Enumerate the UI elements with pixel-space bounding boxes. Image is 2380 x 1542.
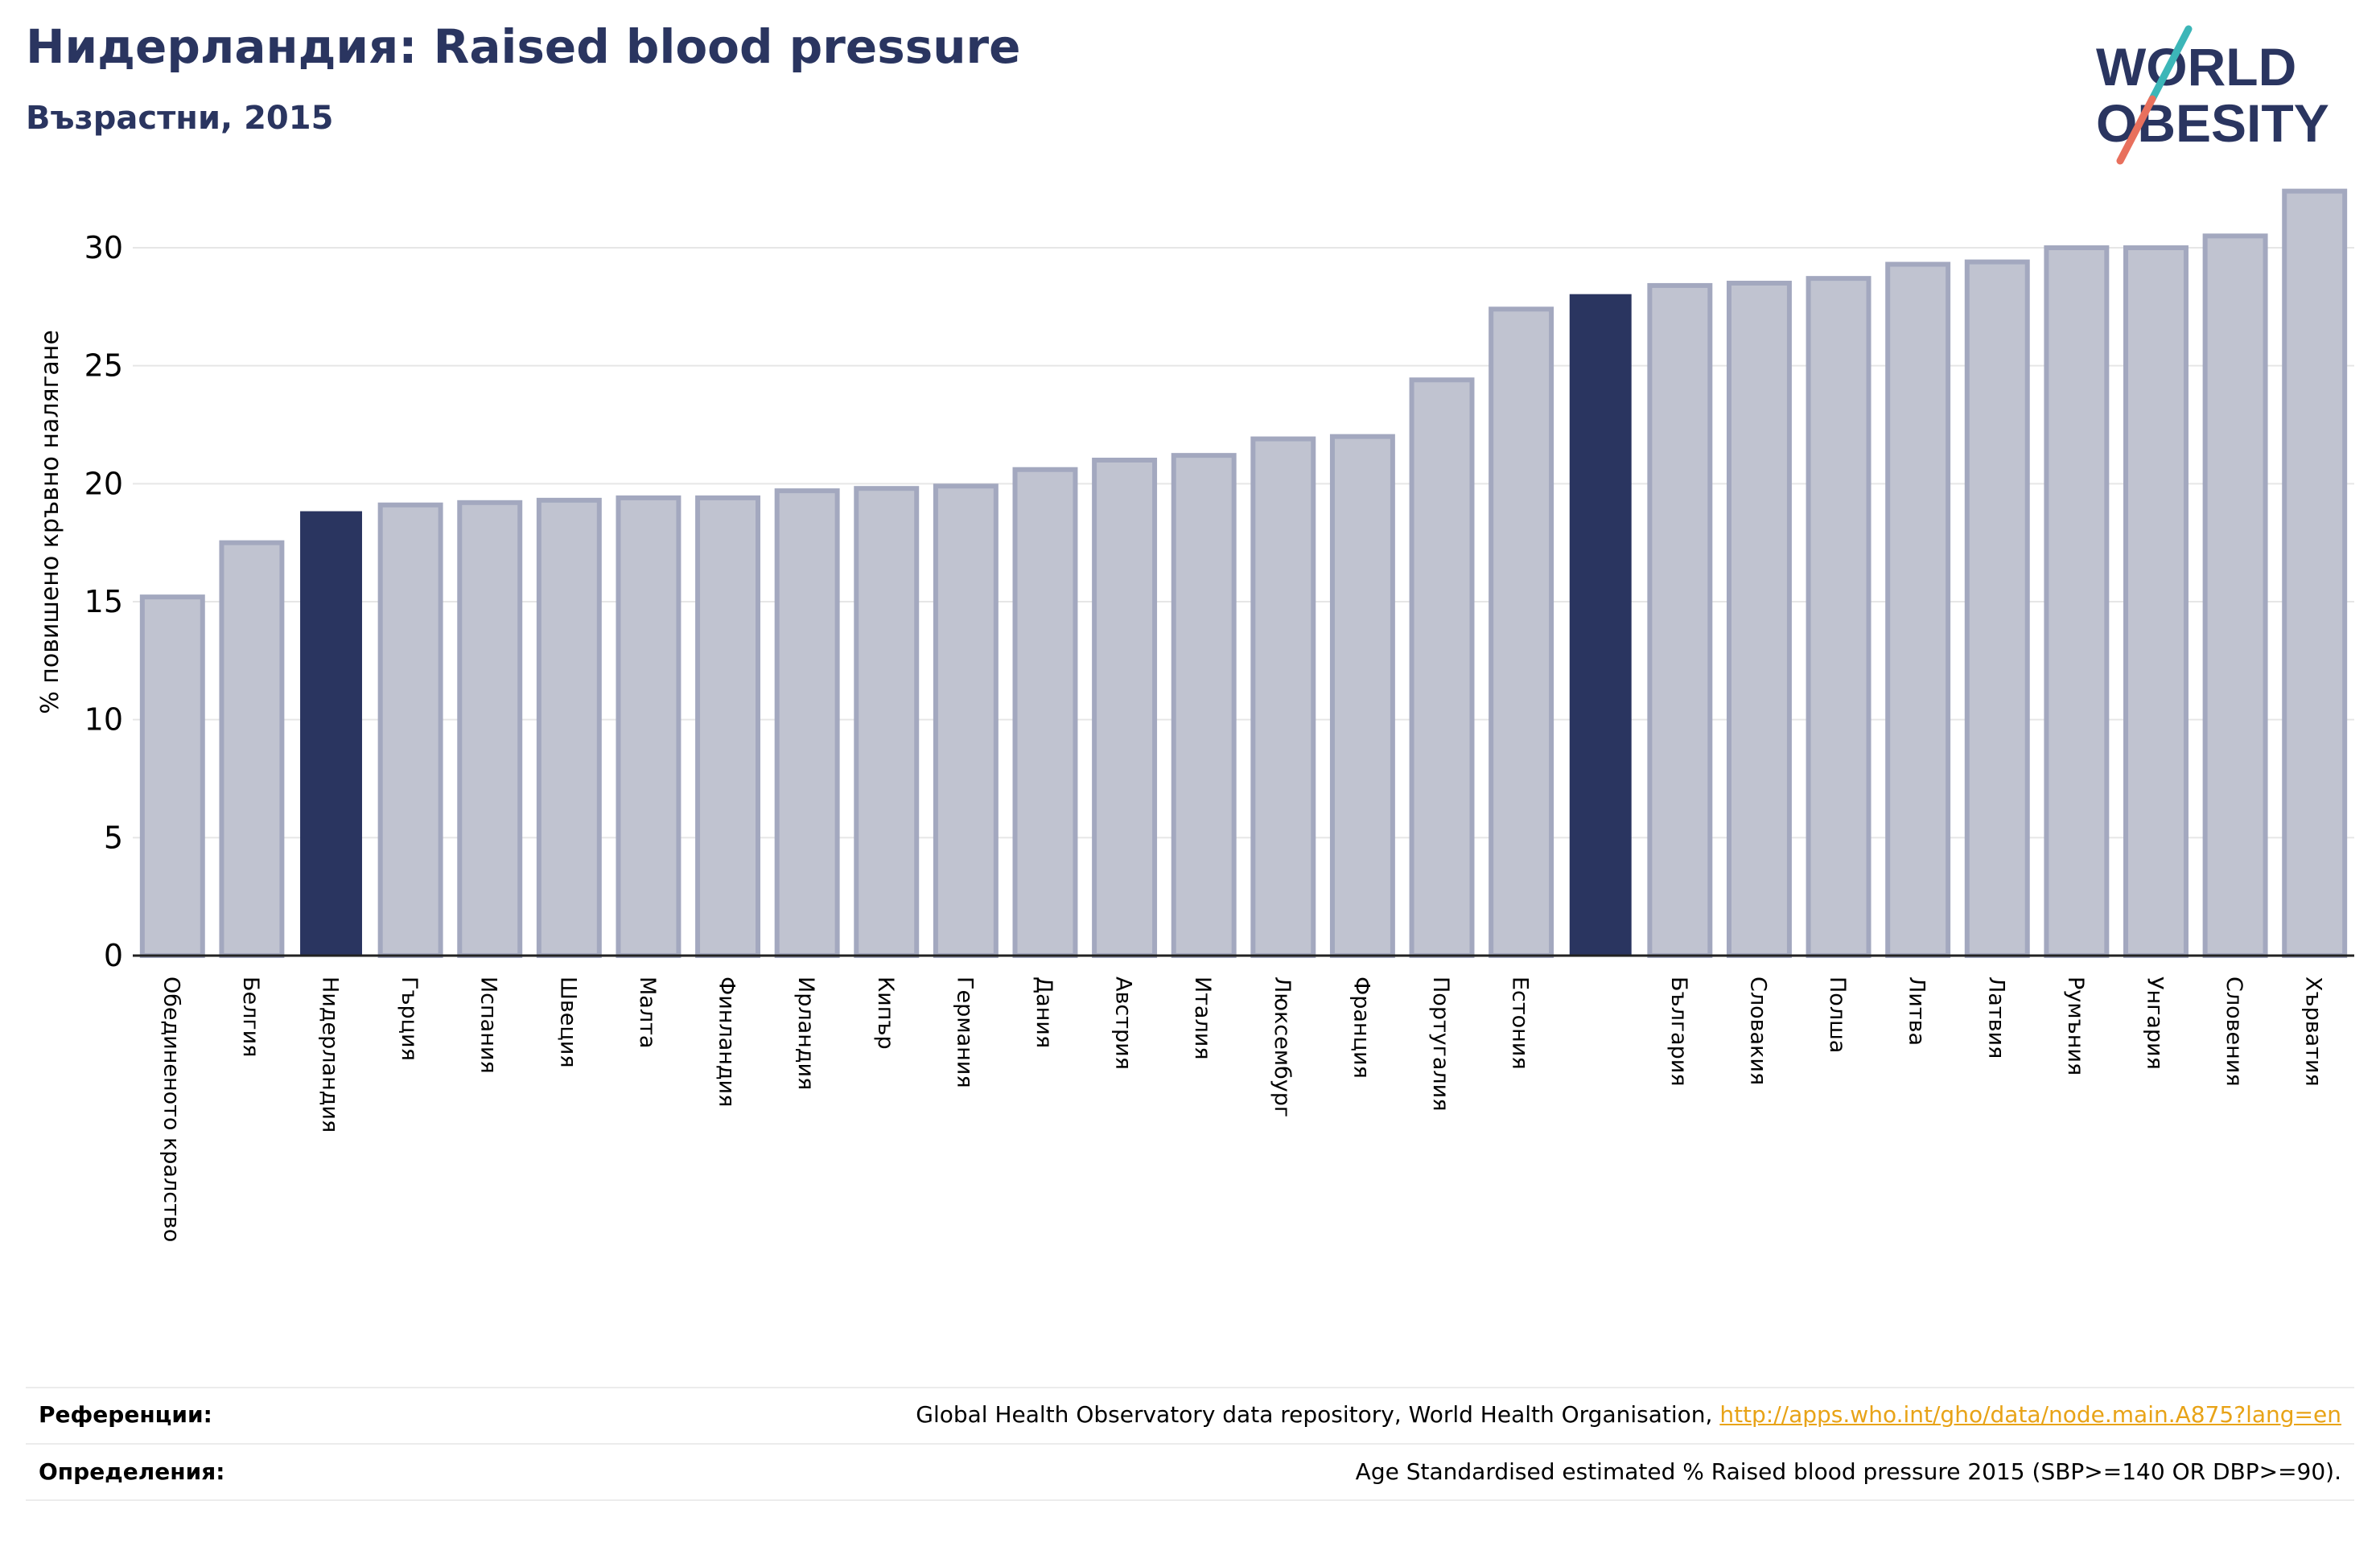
bar: [933, 483, 999, 958]
bar: [2044, 245, 2110, 958]
x-tick-label: Дания: [1031, 977, 1056, 1048]
y-tick-label: 5: [104, 820, 123, 855]
bar: [1092, 458, 1158, 958]
bar: [2282, 188, 2348, 959]
x-tick-label: Кипър: [873, 977, 898, 1050]
bar: [457, 500, 523, 958]
x-tick-label: Обединеното кралство: [159, 977, 183, 1242]
bar-highlighted: [1569, 294, 1632, 956]
bar: [774, 488, 840, 958]
x-tick-label: Малта: [635, 977, 660, 1048]
bar: [1489, 306, 1554, 958]
bar: [1012, 467, 1078, 958]
references-source: Global Health Observatory data repositor…: [916, 1401, 1720, 1428]
bar-chart: 0 5 10 15 20 25 30 Обединеното кралство Белгия Н…: [36, 188, 2354, 1242]
logo-slash-red: [2116, 95, 2156, 165]
bar: [1806, 276, 1871, 958]
x-tick-label: България: [1666, 977, 1691, 1087]
x-tick-label: Хърватия: [2301, 977, 2326, 1087]
footer-divider-bottom: [26, 1499, 2354, 1501]
bar: [854, 486, 920, 958]
logo-slash-teal: [2148, 25, 2193, 103]
page-subtitle: Възрастни, 2015: [26, 100, 334, 137]
x-tick-label: Нидерландия: [318, 977, 343, 1133]
logo-text-world: WORLD: [2096, 37, 2296, 97]
bar: [536, 497, 602, 958]
y-axis-ticks: 0 5 10 15 20 25 30: [84, 230, 123, 973]
x-tick-label: Румъния: [2063, 977, 2088, 1075]
bar: [1171, 453, 1237, 958]
y-tick-label: 15: [84, 584, 123, 619]
x-tick-label: Финландия: [714, 977, 739, 1107]
bar-highlighted: [300, 511, 362, 956]
bar: [377, 502, 443, 958]
bar: [1409, 377, 1475, 958]
bar: [2123, 245, 2189, 958]
chart-bars: [139, 188, 2348, 959]
logo-text-obesity: OBESITY: [2096, 93, 2329, 153]
bar: [139, 594, 205, 959]
x-tick-label: Унгария: [2142, 977, 2167, 1070]
y-axis-label: % повишено кръвно налягане: [36, 330, 64, 714]
bar: [695, 495, 761, 958]
bar: [219, 540, 285, 958]
x-tick-label: Франция: [1349, 977, 1373, 1079]
x-axis-labels: Обединеното кралство Белгия Нидерландия Гър…: [159, 977, 2325, 1242]
definitions-text: Age Standardised estimated % Raised bloo…: [1355, 1458, 2341, 1485]
x-tick-label: Люксембург: [1270, 977, 1295, 1117]
x-tick-label: Ирландия: [793, 977, 818, 1090]
x-tick-label: Германия: [952, 977, 977, 1088]
x-tick-label: Словакия: [1745, 977, 1770, 1085]
x-tick-label: Полша: [1825, 977, 1850, 1053]
references-link[interactable]: http://apps.who.int/gho/data/node.main.A…: [1719, 1401, 2341, 1428]
x-tick-label: Естония: [1508, 977, 1533, 1070]
world-obesity-logo: WORLD OBESITY: [2096, 25, 2329, 165]
x-tick-label: Испания: [476, 977, 501, 1074]
x-tick-label: Словения: [2221, 977, 2246, 1087]
x-tick-label: Португалия: [1428, 977, 1453, 1111]
y-tick-label: 10: [84, 702, 123, 738]
x-tick-label: Швеция: [555, 977, 580, 1068]
footer-divider-middle: [26, 1443, 2354, 1445]
x-tick-label: Гърция: [397, 977, 422, 1061]
footer-divider-top: [26, 1387, 2354, 1388]
bar: [1647, 282, 1713, 958]
references-label: Референции:: [39, 1401, 212, 1428]
x-tick-label: Литва: [1904, 977, 1929, 1046]
references-text: Global Health Observatory data repositor…: [916, 1401, 2341, 1428]
definitions-label: Определения:: [39, 1458, 225, 1485]
bar: [1250, 436, 1316, 958]
x-tick-label: Белгия: [238, 977, 263, 1057]
y-tick-label: 25: [84, 348, 123, 384]
bar: [1329, 434, 1395, 958]
y-tick-label: 0: [104, 938, 123, 973]
bar: [1964, 259, 2030, 959]
x-tick-label: Австрия: [1111, 977, 1136, 1070]
bar: [1885, 261, 1951, 958]
y-tick-label: 20: [84, 466, 123, 501]
page-title: Нидерландия: Raised blood pressure: [26, 19, 1021, 74]
bar: [616, 495, 681, 958]
y-tick-label: 30: [84, 230, 123, 265]
x-tick-label: Латвия: [1983, 977, 2008, 1059]
bar: [1726, 281, 1792, 958]
x-tick-label: Италия: [1190, 977, 1215, 1060]
bar: [2202, 233, 2268, 959]
